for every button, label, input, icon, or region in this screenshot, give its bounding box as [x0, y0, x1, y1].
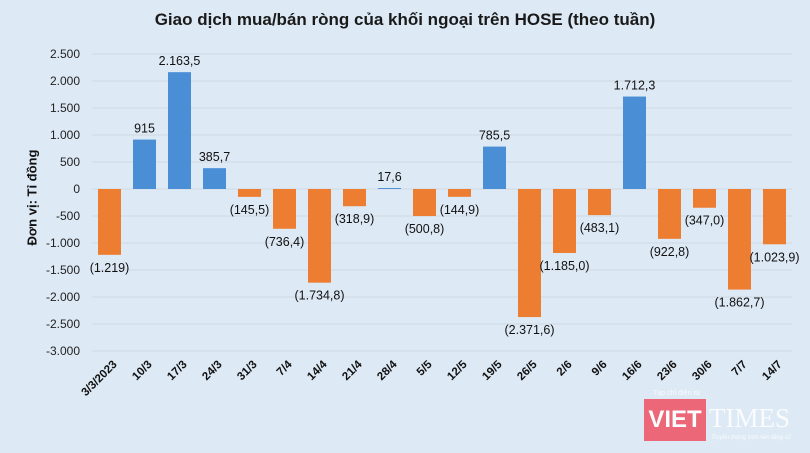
data-label: (1.734,8) — [294, 289, 344, 303]
bar — [133, 139, 156, 189]
bar — [343, 189, 366, 207]
x-tick-label: 3/3/2023 — [79, 359, 119, 399]
data-label: (1.219) — [90, 261, 130, 275]
data-label: 915 — [134, 122, 155, 136]
x-tick-label: 12/5 — [445, 358, 470, 383]
x-tick-label: 2/6 — [555, 359, 575, 379]
bar — [518, 189, 541, 318]
data-label: (922,8) — [650, 245, 690, 259]
y-tick-label: 0 — [73, 182, 80, 196]
y-tick-label: 2.000 — [50, 74, 80, 88]
bar — [378, 188, 401, 189]
data-label: 17,6 — [377, 170, 401, 184]
x-tick-label: 19/5 — [480, 358, 505, 383]
logo-slogan: Truyền thông trên nền tảng số — [711, 435, 791, 441]
bar — [98, 189, 121, 255]
data-label: (347,0) — [685, 214, 725, 228]
bar — [203, 168, 226, 189]
y-tick-label: 1.000 — [50, 128, 80, 142]
bar — [483, 146, 506, 189]
data-label: (2.371,6) — [504, 323, 554, 337]
data-label: (1.862,7) — [714, 296, 764, 310]
x-tick-label: 24/3 — [200, 359, 224, 383]
data-label: (1.023,9) — [749, 250, 799, 264]
x-tick-label: 21/4 — [340, 358, 365, 383]
bar — [658, 189, 681, 239]
bar — [413, 189, 436, 217]
logo-tagline: Tạp chí điện tử — [653, 390, 701, 397]
bar — [238, 189, 261, 197]
bar — [728, 189, 751, 290]
bar — [273, 189, 296, 229]
data-label: (318,9) — [335, 212, 375, 226]
y-tick-label: -1.500 — [46, 263, 80, 277]
bar — [588, 189, 611, 216]
y-tick-label: -1.000 — [46, 236, 80, 250]
x-tick-label: 31/3 — [235, 359, 259, 383]
data-label: 385,7 — [199, 150, 230, 164]
y-tick-label: -500 — [56, 209, 80, 223]
bar — [168, 72, 191, 189]
x-tick-label: 26/5 — [515, 358, 540, 383]
x-tick-label: 7/4 — [275, 358, 295, 378]
x-tick-label: 17/3 — [165, 359, 189, 383]
data-label: 1.712,3 — [614, 79, 656, 93]
bar — [308, 189, 331, 283]
data-label: (500,8) — [405, 222, 445, 236]
data-label: (144,9) — [440, 203, 480, 217]
x-tick-label: 5/5 — [415, 358, 435, 378]
y-tick-label: -3.000 — [46, 344, 80, 358]
x-tick-label: 7/7 — [730, 359, 750, 379]
data-label: (483,1) — [580, 221, 620, 235]
chart-title: Giao dịch mua/bán ròng của khối ngoại tr… — [154, 10, 656, 29]
x-tick-label: 23/6 — [655, 359, 679, 383]
x-tick-label: 10/3 — [130, 359, 154, 383]
data-label: (145,5) — [230, 203, 270, 217]
data-label: (1.185,0) — [539, 259, 589, 273]
x-tick-label: 30/6 — [690, 359, 714, 383]
x-tick-label: 14/7 — [760, 359, 784, 383]
y-tick-label: -2.000 — [46, 290, 80, 304]
x-tick-label: 9/6 — [590, 359, 610, 379]
data-label: (736,4) — [265, 235, 305, 249]
logo-viet: VIET — [644, 399, 706, 441]
x-tick-label: 14/4 — [305, 358, 330, 383]
logo-times: TIMES — [709, 403, 790, 433]
y-tick-label: -2.500 — [46, 317, 80, 331]
y-tick-label: 2.500 — [50, 47, 80, 61]
bar — [763, 189, 786, 245]
data-label: 785,5 — [479, 129, 510, 143]
bar — [553, 189, 576, 253]
x-tick-label: 16/6 — [620, 359, 644, 383]
x-tick-label: 28/4 — [375, 358, 400, 383]
bar — [448, 189, 471, 197]
bar — [623, 96, 646, 189]
y-tick-label: 500 — [60, 155, 80, 169]
y-tick-label: 1.500 — [50, 101, 80, 115]
viettimes-logo: Tạp chí điện tử VIET TIMES Truyền thông … — [641, 390, 810, 453]
data-label: 2.163,5 — [159, 54, 201, 68]
bar — [693, 189, 716, 208]
